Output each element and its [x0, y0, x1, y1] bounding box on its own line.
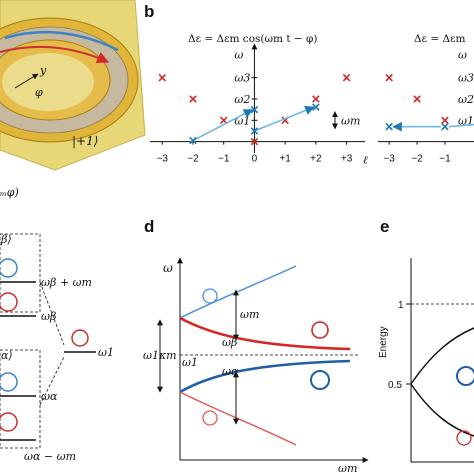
alpha-box — [0, 349, 41, 449]
e-lower-branch — [410, 383, 474, 437]
connector-lower — [39, 356, 65, 406]
panel-letter-d: d — [144, 217, 154, 236]
e-red-mode — [456, 430, 472, 446]
b2-red-marker — [413, 95, 421, 103]
b-x-tick-label: −1 — [218, 154, 230, 165]
b2-x-tick-label: −3 — [383, 154, 395, 165]
b-x-tick-label: 0 — [252, 154, 258, 165]
panel-b-equation: Δε = Δεm cos(ωm t − φ) — [188, 33, 318, 45]
d-omega1: ω1 — [182, 356, 198, 369]
d-mode-icon-bl — [202, 410, 218, 426]
omega1-label: ω1 — [98, 346, 114, 359]
ring-hole — [2, 53, 94, 111]
b-red-marker — [312, 95, 320, 103]
b-red-marker — [250, 137, 259, 146]
b-blue-arrow-1 — [192, 108, 254, 142]
e-tick-label-05: 0.5 — [388, 380, 402, 391]
panel-b-right-chart: −3 −2 −1 ω ω3 ω2 ω1 — [378, 48, 474, 165]
b-blue-marker — [250, 127, 259, 135]
panel-b-equation-right: Δε = Δεm — [414, 33, 466, 45]
y-axis-arrow — [14, 73, 39, 89]
b-xlabel: ℓ — [363, 154, 368, 167]
panel-a: y φ |+1⟩ ₘφ) — [0, 0, 146, 199]
d-omega-alpha: ωα — [222, 365, 239, 378]
e-blue-mode — [456, 366, 474, 386]
b2-red-marker — [385, 73, 393, 82]
d-xlabel: ωm — [338, 462, 357, 474]
alpha-minus-label: ωα − ωm — [24, 450, 76, 463]
e-ylabel: Energy — [378, 326, 389, 358]
d-mode-icon-br — [310, 370, 330, 390]
b-x-tick-label: +3 — [341, 154, 353, 165]
b-red-marker — [342, 73, 351, 82]
panel-letter-b: b — [144, 2, 154, 21]
panel-b-chart: −3 −2 −1 0 +1 +2 +3 ℓ ω ω3 ω2 ω1 ωm — [150, 43, 368, 167]
b2-blue-marker — [441, 122, 449, 131]
red-mode-arc — [0, 45, 110, 64]
b-blue-marker — [250, 105, 259, 114]
d-omega-beta: ωβ — [222, 336, 237, 349]
alpha-label: ωα — [41, 390, 58, 403]
b2-x-tick-label: −1 — [439, 154, 451, 165]
d-omega-m: ωm — [240, 308, 259, 321]
b2-red-marker — [441, 116, 449, 125]
connector-upper — [39, 281, 65, 346]
b-y-label: ω2 — [234, 93, 250, 106]
angle-phi-label: φ — [35, 86, 43, 99]
b-y-label: ω — [234, 48, 243, 61]
b-x-tick-label: −2 — [187, 154, 199, 165]
axis-y-label: y — [39, 64, 47, 77]
b-red-marker — [219, 116, 228, 125]
beta-blue-mode — [0, 258, 18, 278]
b-red-marker — [189, 95, 197, 103]
ket-plus-one: |+1⟩ — [72, 134, 98, 148]
b2-y-label: ω1 — [458, 114, 474, 127]
beta-label: ωβ — [41, 310, 56, 323]
b2-y-label: ω — [458, 48, 467, 61]
panel-c: β⟩ ωβ + ωm ωβ ω1 α⟩ ωα ωα − ωm — [0, 233, 114, 463]
b-blue-marker — [189, 136, 197, 145]
blue-mode-arc — [4, 30, 119, 52]
panel-e-chart: 1 0.5 Energy — [378, 258, 474, 463]
beta-box — [0, 233, 41, 313]
b-x-tick-label: +1 — [279, 154, 291, 165]
b2-y-label: ω3 — [458, 72, 474, 85]
e-upper-branch — [410, 327, 474, 385]
alpha-ket: α⟩ — [1, 349, 13, 362]
beta-plus-label: ωβ + ωm — [41, 276, 92, 289]
b2-y-label: ω2 — [458, 93, 474, 106]
b-y-label: ω1 — [234, 114, 250, 127]
d-mode-icon-tr — [311, 321, 329, 339]
e-tick-label-1: 1 — [398, 300, 404, 311]
d-lower-red-curve — [179, 391, 297, 446]
b-x-tick-label: −3 — [157, 154, 169, 165]
d-lower-blue-curve — [179, 359, 351, 394]
d-upper-blue-curve — [179, 265, 297, 319]
b-y-label: ω3 — [234, 72, 250, 85]
panel-d-chart: ω ωm ω1κm ω1 ωm ωβ ωα — [143, 257, 369, 474]
b2-blue-arrow-tail — [448, 123, 474, 128]
b-x-tick-label: +2 — [310, 154, 322, 165]
b2-blue-marker — [385, 122, 393, 131]
beta-red-mode — [0, 292, 18, 312]
omega1-red-mode — [71, 329, 89, 347]
d-mode-icon-tl — [202, 288, 218, 304]
b2-x-tick-label: −2 — [411, 154, 423, 165]
b-red-marker — [158, 73, 167, 82]
beta-ket: β⟩ — [0, 233, 12, 246]
b-blue-marker — [312, 103, 320, 111]
b-omega-m: ωm — [341, 114, 360, 127]
alpha-blue-mode — [0, 372, 18, 392]
alpha-red-mode — [0, 412, 18, 432]
panel-letter-e: e — [380, 217, 389, 236]
d-ylabel: ω — [163, 261, 173, 275]
b-blue-arrow-2 — [254, 105, 315, 132]
caption-fragment: ₘφ) — [0, 186, 19, 199]
